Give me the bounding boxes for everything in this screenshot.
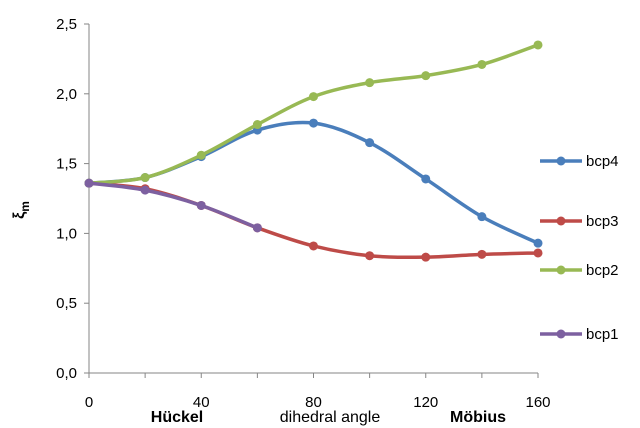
series-line-bcp1 [87,181,260,230]
legend-label: bcp3 [586,213,619,230]
series-layer [84,40,543,262]
data-point-bcp4 [533,238,543,248]
data-point-bcp3 [309,241,318,251]
data-point-bcp1 [196,200,206,210]
data-point-bcp3 [477,249,487,259]
y-tick-label: 1,0 [56,225,77,242]
data-point-bcp4 [309,118,318,128]
data-point-bcp4 [365,138,375,148]
y-tick-label: 2,0 [56,86,77,103]
data-point-bcp2 [252,120,262,130]
legend-swatch-marker [556,329,566,339]
y-tick-label: 0,0 [56,365,77,382]
data-point-bcp3 [421,252,431,262]
x-tick-label: 0 [85,394,93,411]
legend-label: bcp2 [586,262,619,279]
legend-label: bcp4 [586,153,619,170]
data-point-bcp2 [421,71,431,81]
data-point-bcp4 [477,212,487,222]
legend: bcp4 bcp3 bcp2 bcp1 [540,153,619,343]
data-point-bcp2 [477,59,487,69]
series-bcp2 [84,40,543,188]
y-axis-label-main: ξ [11,211,28,219]
x-tick-label: 80 [305,394,322,411]
series-line-bcp4 [87,120,540,245]
data-point-bcp3 [533,248,543,258]
data-point-bcp1 [140,185,150,195]
data-point-bcp2 [533,40,543,50]
y-tick-label: 2,5 [56,16,77,33]
y-tick-label: 1,5 [56,156,77,173]
x-tick-label: 160 [525,394,550,411]
data-point-bcp1 [84,178,94,188]
y-tick-label: 0,5 [56,295,77,312]
data-point-bcp4 [421,174,431,184]
legend-item-bcp2: bcp2 [540,262,619,279]
series-bcp1 [84,178,262,233]
legend-swatch-marker [556,216,566,226]
data-point-bcp2 [196,150,206,160]
data-point-bcp2 [140,173,150,183]
legend-item-bcp1: bcp1 [540,326,619,343]
x-annotation-left: Hückel [151,409,203,426]
legend-item-bcp3: bcp3 [540,213,619,230]
series-bcp4 [84,118,543,248]
data-point-bcp1 [252,223,262,233]
x-axis-label: dihedral angle [280,409,381,426]
legend-swatch-marker [556,265,566,275]
legend-swatch-marker [556,156,566,166]
legend-label: bcp1 [586,326,619,343]
legend-item-bcp4: bcp4 [540,153,619,170]
y-axis-label: ξm [11,201,32,219]
data-point-bcp2 [309,92,318,102]
x-tick-label: 40 [193,394,210,411]
series-line-bcp2 [87,43,540,185]
x-annotation-right: Möbius [450,409,506,426]
y-axis-label-sub: m [18,201,32,212]
data-point-bcp2 [365,78,375,88]
data-point-bcp3 [365,251,375,261]
axes: 0,0 0,5 1,0 1,5 2,0 2,5 0 40 80 120 160 [56,16,550,411]
x-tick-label: 120 [413,394,438,411]
